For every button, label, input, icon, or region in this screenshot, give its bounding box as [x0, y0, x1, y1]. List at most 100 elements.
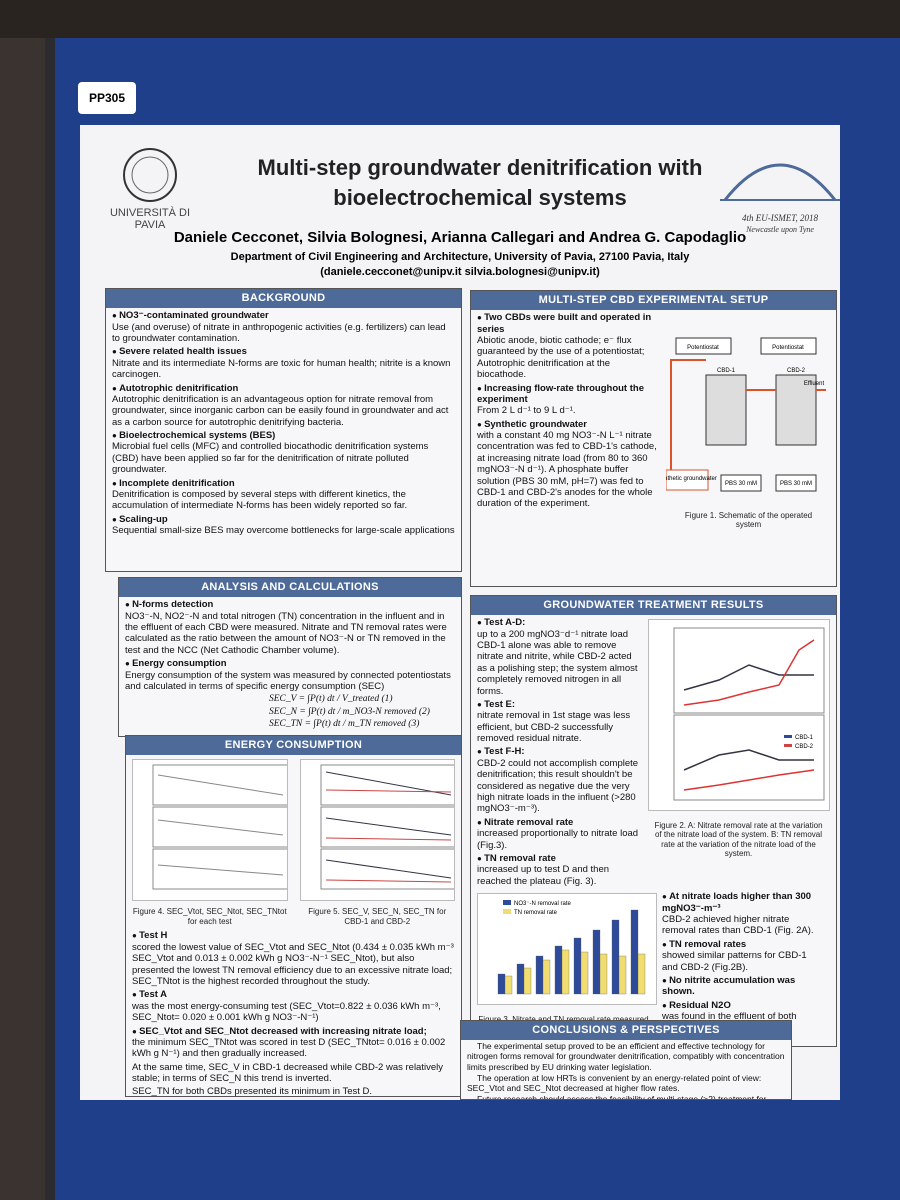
schematic-label: PBS 30 mM — [725, 481, 757, 487]
decorative-bar — [573, 938, 582, 995]
schematic-label: CBD-2 — [787, 368, 806, 374]
schematic-label: Effluent — [804, 381, 825, 387]
section-title: CONCLUSIONS & PERSPECTIVES — [461, 1021, 791, 1041]
item-text: NO3⁻-N, NO2⁻-N and total nitrogen (TN) c… — [125, 610, 447, 656]
item-text: Sequential small-size BES may overcome b… — [112, 525, 455, 537]
legend-swatch — [784, 744, 792, 748]
item-heading: No nitrite accumulation was shown. — [662, 975, 825, 998]
schematic-label: Potentiostat — [687, 345, 719, 351]
item-heading: Two CBDs were built and operated in seri… — [477, 312, 660, 335]
item-text: scored the lowest value of SEC_Vtot and … — [132, 941, 454, 987]
item: No nitrite accumulation was shown. — [662, 975, 825, 998]
item-text: Use (and overuse) of nitrate in anthropo… — [112, 321, 446, 344]
decorative-bar — [637, 954, 646, 995]
item-heading: Scaling-up — [112, 514, 455, 525]
item-heading: Test A-D: — [477, 617, 640, 628]
setup-section: MULTI-STEP CBD EXPERIMENTAL SETUP Two CB… — [470, 290, 837, 587]
section-title: ANALYSIS AND CALCULATIONS — [119, 578, 461, 598]
item: Test E:nitrate removal in 1st stage was … — [477, 699, 640, 745]
decorative-bar — [561, 950, 570, 995]
decorative-bar — [618, 956, 627, 995]
item-text: up to a 200 mgNO3⁻d⁻¹ nitrate load CBD-1… — [477, 628, 638, 697]
affiliation: Department of Civil Engineering and Arch… — [230, 251, 690, 263]
title: Multi-step groundwater denitrification w… — [257, 155, 703, 210]
paragraph: Future research should assess the feasib… — [477, 1094, 767, 1100]
item: Bioelectrochemical systems (BES)Microbia… — [112, 430, 455, 476]
decorative-bar — [554, 946, 563, 995]
decorative-bar — [580, 952, 589, 995]
item-heading: At nitrate loads higher than 300 mgNO3⁻-… — [662, 891, 825, 914]
item-heading: Incomplete denitrification — [112, 478, 455, 489]
item: SEC_Vtot and SEC_Ntot decreased with inc… — [132, 1026, 455, 1060]
background-section: BACKGROUNDNO3⁻-contaminated groundwaterU… — [105, 288, 462, 572]
poster: UNIVERSITÀ DI PAVIA Multi-step groundwat… — [80, 125, 840, 1100]
conclusions-section: CONCLUSIONS & PERSPECTIVES The experiment… — [460, 1020, 792, 1100]
item: SEC_TN for both CBDs presented its minim… — [132, 1086, 455, 1096]
item-text: increased up to test D and then reached … — [477, 864, 610, 887]
university: UNIVERSITÀ DI PAVIA — [109, 207, 191, 231]
item-heading: Test E: — [477, 699, 640, 710]
item-heading: Synthetic groundwater — [477, 419, 660, 430]
figure-5 — [299, 759, 455, 902]
item-text: Autotrophic denitrification is an advant… — [112, 393, 449, 428]
figure-4 — [132, 759, 288, 902]
item: Incomplete denitrificationDenitrificatio… — [112, 478, 455, 512]
item-text: Abiotic anode, biotic cathode; e⁻ flux g… — [477, 334, 645, 381]
wall — [0, 0, 900, 38]
schematic: Potentiostat Potentiostat CBD-1 CBD-2 Efflue… — [657, 337, 826, 492]
schematic-label: PBS 30 mM — [780, 481, 812, 487]
schematic-label: CBD-1 — [717, 368, 736, 374]
decorative-bar — [599, 954, 608, 995]
board-label: PP305 — [78, 82, 136, 114]
schematic-label: Synthetic groundwater — [666, 476, 717, 482]
section-title: ENERGY CONSUMPTION — [126, 736, 461, 756]
decorative-bar — [535, 956, 544, 995]
conference-logo — [720, 163, 840, 201]
legend-label: NO3⁻-N removal rate — [514, 901, 572, 907]
results-section: GROUNDWATER TREATMENT RESULTS Test A-D:u… — [470, 595, 837, 1047]
item-text: with a constant 40 mg NO3⁻-N L⁻¹ nitrate… — [477, 430, 657, 510]
figure-caption: Figure 5. SEC_V, SEC_N, SEC_TN for CBD-1… — [308, 907, 447, 926]
legend-swatch — [503, 909, 511, 915]
item-heading: Test A — [132, 989, 455, 1000]
formula: SEC_N = ∫P(t) dt / m_NO3-N removed (2) — [269, 706, 430, 717]
item-heading: TN removal rate — [477, 853, 640, 864]
venue: Newcastle upon Tyne — [746, 225, 814, 234]
section-title: BACKGROUND — [106, 289, 461, 309]
legend-label: CBD-2 — [795, 744, 814, 750]
item-text: From 2 L d⁻¹ to 9 L d⁻¹. — [477, 405, 576, 417]
item-heading: N-forms detection — [125, 599, 455, 610]
figure-caption: Figure 2. A: Nitrate removal rate at the… — [654, 820, 823, 859]
item-heading: Test F-H: — [477, 746, 640, 757]
item-heading: NO3⁻-contaminated groundwater — [112, 310, 455, 321]
formula: SEC_V = ∫P(t) dt / V_treated (1) — [269, 694, 393, 705]
item-heading: Nitrate removal rate — [477, 817, 640, 828]
decorative-bar — [516, 964, 525, 995]
item-heading: Severe related health issues — [112, 346, 455, 357]
decorative-bar — [504, 976, 513, 995]
item-heading: Energy consumption — [125, 658, 455, 669]
item: Increasing flow-rate throughout the expe… — [477, 383, 660, 417]
legend-label: CBD-1 — [795, 735, 814, 741]
item-text: increased proportionally to nitrate load… — [477, 828, 639, 851]
legend-swatch — [784, 735, 792, 739]
item: At the same time, SEC_V in CBD-1 decreas… — [132, 1062, 455, 1085]
conference: 4th EU-ISMET, 2018 — [741, 213, 819, 223]
figure-caption: Figure 1. Schematic of the operated syst… — [684, 510, 813, 530]
item-text: CBD-2 could not accomplish complete deni… — [477, 757, 639, 815]
item-heading: Increasing flow-rate throughout the expe… — [477, 383, 660, 406]
paragraph: The experimental setup proved to be an e… — [467, 1041, 785, 1072]
item-heading: SEC_Vtot and SEC_Ntot decreased with inc… — [132, 1026, 455, 1037]
logo — [123, 148, 177, 202]
item: At nitrate loads higher than 300 mgNO3⁻-… — [662, 891, 825, 937]
analysis-section: ANALYSIS AND CALCULATIONSN-forms detecti… — [118, 577, 462, 737]
item-heading: TN removal rates — [662, 939, 825, 950]
